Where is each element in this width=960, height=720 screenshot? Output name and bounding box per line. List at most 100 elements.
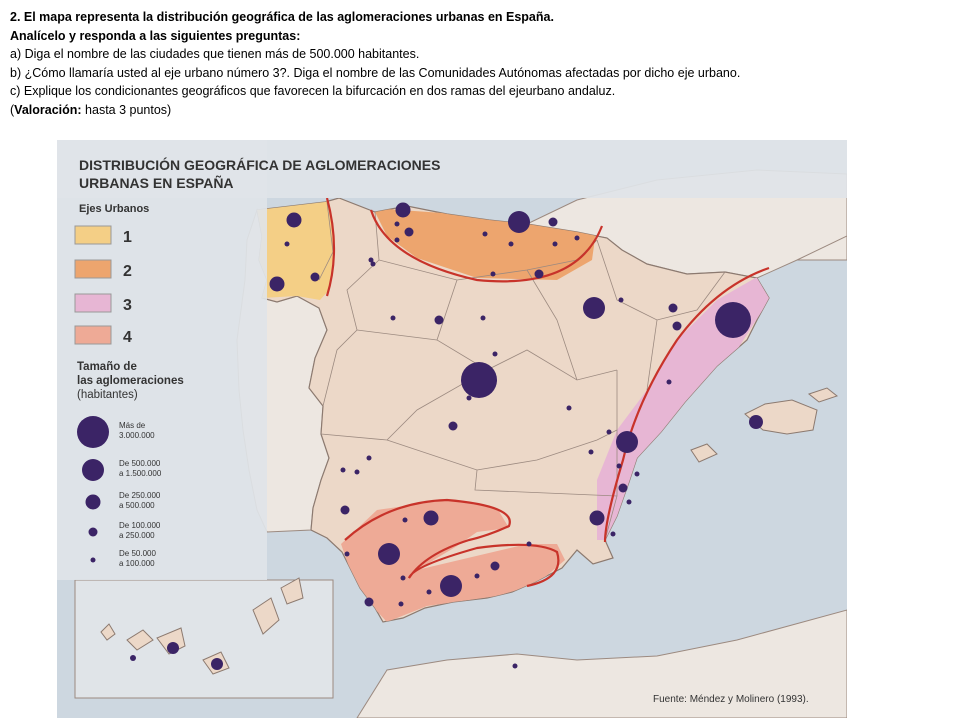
city-xsmall-marker [426,589,432,595]
city-xsmall-marker [390,315,396,321]
svg-text:De 500.000: De 500.000 [119,459,161,468]
city-medium-marker [423,510,439,526]
canary-inset [74,577,334,699]
city-small-marker [404,227,414,237]
question-instruction: Analícelo y responda a las siguientes pr… [10,28,301,43]
svg-text:3.000.000: 3.000.000 [119,431,155,440]
city-markers [269,202,751,669]
axis-3-line [603,266,770,543]
city-xl-marker [715,302,751,338]
balearic-islands [690,387,839,463]
city-xsmall-marker [402,517,408,523]
axis-1-line [325,197,336,297]
size-circle-xs [90,557,96,563]
axis-3-label: 3 [123,297,132,314]
question-item-b: b) ¿Cómo llamaría usted al eje urbano nú… [10,65,741,80]
exam-question: 2. El mapa representa la distribución ge… [10,8,950,119]
size-circle-l [82,459,104,481]
city-xsmall-marker [492,351,498,357]
question-score: (Valoración: hasta 3 puntos) [10,102,172,117]
city-small-marker [490,561,500,571]
city-medium-marker [269,276,285,292]
score-label: Valoración: [14,102,82,117]
city-small-marker [364,597,374,607]
city-xsmall-marker [400,575,406,581]
axis-4-line [344,498,560,588]
city-xsmall-marker [370,261,376,267]
city-large-marker [440,575,462,597]
city-small-marker [668,303,678,313]
mallorca-island [744,399,818,435]
city-xsmall-marker [340,467,346,473]
city-small-marker [618,483,628,493]
city-xsmall-marker [626,499,632,505]
size-circle-s [88,527,98,537]
ibiza-island [690,443,718,463]
axis-2-label: 2 [123,263,132,280]
city-xsmall-marker [366,455,372,461]
size-legend-heading-3: (habitantes) [77,389,138,401]
city-small-marker [534,269,544,279]
axis-4-area [341,500,565,622]
africa-land [356,609,847,718]
france-coast-extra [796,174,847,261]
axes-legend-items: 1 2 3 4 [74,225,132,346]
city-xsmall-marker [398,601,404,607]
city-xsmall-marker [474,573,480,579]
city-small-marker [310,272,320,282]
axis-outlines [325,197,770,588]
city-medium-marker [395,202,411,218]
svg-text:a 250.000: a 250.000 [119,531,155,540]
city-small-marker [672,321,682,331]
city-small-marker [340,505,350,515]
question-title: 2. El mapa representa la distribución ge… [10,10,554,24]
city-xsmall-marker [490,271,496,277]
question-item-c: c) Explique los condicionantes geográfic… [10,84,616,98]
menorca-island [807,387,839,403]
axis-1-label: 1 [123,229,132,246]
city-xsmall-marker [606,429,612,435]
city-large-marker [583,297,605,319]
svg-text:De 100.000: De 100.000 [119,521,161,530]
axis-2-line [369,209,604,283]
city-medium-marker [589,510,605,526]
urban-agglomerations-map: DISTRIBUCIÓN GEOGRÁFICA DE AGLOMERACIONE… [57,140,847,718]
svg-text:a 1.500.000: a 1.500.000 [119,469,162,478]
size-circle-xl [77,416,109,448]
city-xsmall-marker [666,379,672,385]
city-xsmall-marker [354,469,360,475]
city-xsmall-marker [512,663,518,669]
size-legend-heading-2: las aglomeraciones [77,375,184,387]
city-xsmall-marker [634,471,640,477]
city-xsmall-marker [552,241,558,247]
city-xsmall-marker [482,231,488,237]
svg-text:a 100.000: a 100.000 [119,559,155,568]
map-title-line1: DISTRIBUCIÓN GEOGRÁFICA DE AGLOMERACIONE… [79,156,440,173]
city-large-marker [508,211,530,233]
svg-text:De 50.000: De 50.000 [119,549,156,558]
city-xsmall-marker [526,541,532,547]
axis-3-swatch [74,293,112,313]
city-large-marker [378,543,400,565]
svg-text:Más de: Más de [119,421,146,430]
city-xsmall-marker [480,315,486,321]
city-xsmall-marker [284,241,290,247]
city-xsmall-marker [394,221,400,227]
map-source: Fuente: Méndez y Molinero (1993). [653,694,809,705]
size-circle-m [85,494,101,510]
city-xsmall-marker [616,463,622,469]
svg-text:a 500.000: a 500.000 [119,501,155,510]
map-title-line2: URBANAS EN ESPAÑA [79,174,234,191]
city-xsmall-marker [574,235,580,241]
city-xsmall-marker [508,241,514,247]
city-small-marker [434,315,444,325]
question-item-a: a) Diga el nombre de las ciudades que ti… [10,47,420,61]
palma-city [749,415,763,429]
city-xsmall-marker [618,297,624,303]
axis-4-swatch [74,325,112,345]
city-xsmall-marker [566,405,572,411]
city-small-marker [448,421,458,431]
size-legend-heading-1: Tamaño de [77,361,137,373]
city-xsmall-marker [394,237,400,243]
city-xsmall-marker [466,395,472,401]
